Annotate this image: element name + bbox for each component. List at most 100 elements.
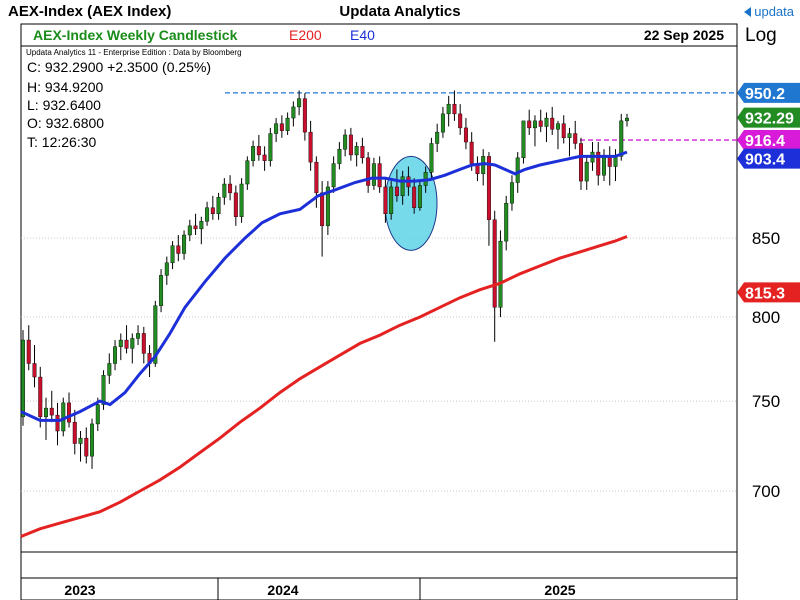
- candle-body: [199, 221, 204, 230]
- candle-body: [55, 414, 60, 432]
- candle-body: [538, 120, 543, 127]
- candle-body: [348, 134, 353, 156]
- price-label-tag: [737, 130, 800, 151]
- info-high: H: 934.9200: [27, 79, 103, 95]
- candle-body: [182, 234, 187, 254]
- candle-body: [325, 186, 330, 227]
- candle-body: [49, 407, 54, 416]
- candle-body: [504, 203, 509, 242]
- candles: [21, 90, 629, 469]
- y-tick-label: 850: [752, 229, 780, 248]
- last-price-label: 932.29: [737, 107, 800, 128]
- candle-body: [222, 183, 227, 198]
- candle-body: [302, 98, 307, 133]
- candle-body: [532, 120, 537, 129]
- candle-body: [78, 437, 83, 444]
- candle-body: [72, 421, 77, 444]
- candle-body: [193, 225, 198, 230]
- candle-body: [251, 146, 256, 161]
- candle-body: [159, 275, 164, 306]
- price-label-tag: [737, 107, 800, 128]
- candle-body: [602, 156, 606, 176]
- candle-body: [331, 163, 336, 188]
- candle-body: [578, 143, 583, 182]
- candle-body: [429, 143, 434, 173]
- edition-note: Updata Analytics 11 - Enterprise Edition…: [26, 48, 242, 57]
- candle-body: [458, 113, 463, 129]
- y-tick-label: 800: [752, 308, 780, 327]
- chart-date: 22 Sep 2025: [644, 27, 724, 43]
- info-low: L: 932.6400: [27, 97, 101, 113]
- candle-body: [509, 182, 514, 204]
- price-label-tag: [737, 82, 800, 103]
- candle-body: [527, 120, 532, 129]
- x-axis-ticks: 2023 2024 2025: [20, 578, 576, 600]
- info-open: O: 932.6800: [27, 115, 104, 131]
- moving-averages: [20, 150, 628, 538]
- candle-body: [625, 117, 629, 122]
- y-tick-label: 700: [752, 482, 780, 501]
- candle-body: [619, 120, 624, 157]
- candle-body: [136, 333, 141, 339]
- candle-body: [130, 338, 135, 349]
- candle-body: [262, 154, 267, 161]
- candle-body: [371, 163, 376, 186]
- pink-level-price-label: 916.4: [737, 130, 800, 151]
- candle-body: [584, 161, 589, 182]
- e200-line: [20, 235, 628, 538]
- candle-body: [90, 423, 95, 457]
- candle-body: [412, 186, 417, 208]
- gridlines: [21, 237, 737, 492]
- candle-body: [216, 197, 221, 214]
- price-label-tag: [737, 282, 800, 303]
- candle-body: [486, 156, 491, 220]
- candle-body: [124, 339, 129, 349]
- candle-body: [38, 376, 43, 418]
- candle-body: [187, 225, 192, 236]
- volume-pane: [20, 551, 738, 579]
- candle-body: [164, 262, 169, 276]
- candle-body: [400, 176, 405, 197]
- info-close: C: 932.2900 +2.3500 (0.25%): [27, 59, 211, 75]
- y-tick-label: 750: [752, 392, 780, 411]
- candle-body: [452, 103, 457, 115]
- candle-body: [435, 131, 440, 144]
- candle-body: [377, 163, 382, 188]
- legend-e200: E200: [289, 27, 322, 43]
- legend-e40: E40: [350, 27, 375, 43]
- candle-body: [320, 192, 325, 227]
- price-label-tag: [737, 148, 800, 169]
- candle-body: [228, 183, 233, 194]
- updata-arrow-icon: [744, 6, 752, 17]
- x-tick-label: 2025: [544, 582, 575, 598]
- candle-body: [107, 363, 112, 376]
- candle-body: [153, 305, 158, 364]
- candle-body: [297, 98, 302, 108]
- candle-body: [279, 123, 284, 131]
- candle-body: [233, 192, 238, 217]
- candle-body: [285, 117, 290, 131]
- candle-body: [314, 161, 319, 194]
- candle-body: [67, 402, 72, 423]
- candle-body: [440, 113, 445, 133]
- candle-body: [141, 333, 146, 354]
- candle-body: [596, 151, 601, 176]
- candle-body: [567, 133, 572, 138]
- candle-body: [32, 363, 37, 378]
- horizontal-levels: [225, 92, 737, 141]
- candle-body: [573, 133, 578, 144]
- candle-body: [101, 375, 106, 405]
- price-label-text: 815.3: [745, 285, 785, 302]
- candle-body: [95, 404, 100, 425]
- candle-body: [268, 133, 273, 161]
- log-scale-label: Log: [745, 25, 777, 46]
- x-tick-label: 2023: [64, 582, 95, 598]
- price-labels: 950.2 932.29 916.4 903.4 815.3: [737, 82, 800, 303]
- candle-body: [343, 134, 348, 150]
- candle-body: [274, 123, 279, 134]
- candle-body: [308, 131, 313, 163]
- e200-price-label: 815.3: [737, 282, 800, 303]
- candle-body: [515, 157, 520, 183]
- candle-body: [521, 120, 526, 159]
